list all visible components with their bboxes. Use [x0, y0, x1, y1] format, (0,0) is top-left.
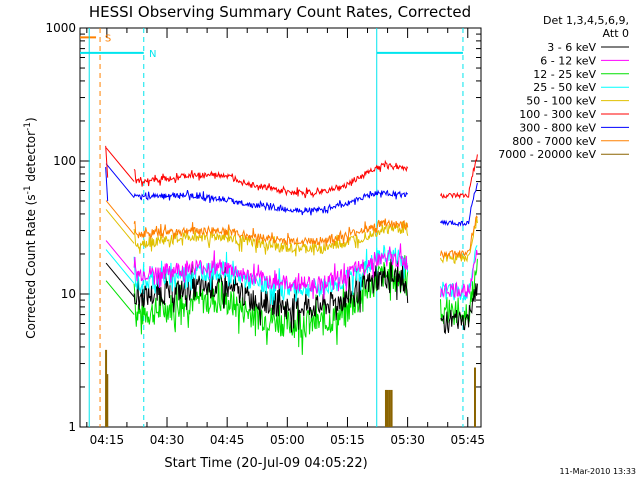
series-line-tail: [440, 245, 478, 301]
series-edge-left: [105, 249, 135, 284]
series-line-tail: [440, 154, 478, 200]
legend-header-1: Det 1,3,4,5,6,9,: [543, 14, 629, 27]
series-edge-left: [105, 200, 135, 235]
legend-label: 100 - 300 keV: [519, 108, 596, 121]
legend-label: 25 - 50 keV: [533, 81, 596, 94]
y-axis-label-sup1: -1: [23, 185, 33, 194]
y-axis: 1 10 100 1000: [45, 21, 481, 434]
series-line-tail: [440, 215, 478, 260]
y-tick-label: 10: [61, 287, 76, 301]
series-line-100-300keV: [133, 159, 409, 199]
series-line-800-7000keV: [133, 218, 409, 247]
flags-layer: SN: [80, 28, 464, 427]
series-edge-left: [105, 163, 135, 198]
series-edge-left: [105, 240, 135, 275]
y-axis-label: Corrected Count Rate (s-1 detector-1): [23, 117, 38, 338]
legend-label: 3 - 6 keV: [547, 41, 596, 54]
legend-label: 7000 - 20000 keV: [498, 148, 596, 161]
x-tick-label: 05:15: [330, 433, 365, 447]
series-edge-left: [105, 280, 135, 315]
y-axis-label-main: Corrected Count Rate (s: [24, 194, 38, 338]
x-axis: 04:15 04:30 04:45 05:00 05:15 05:30 05:45: [86, 28, 485, 447]
plot-area: [79, 27, 482, 428]
series-layer: [105, 145, 478, 427]
y-tick-label: 1000: [45, 21, 76, 35]
legend-label: 300 - 800 keV: [519, 121, 596, 134]
x-tick-label: 04:45: [210, 433, 245, 447]
y-tick-label: 1: [68, 420, 76, 434]
y-axis-label-sup2: -1: [23, 122, 33, 131]
saa-flag-label: S: [105, 33, 111, 44]
series-line-tail: [440, 182, 478, 228]
series-line-50-100keV: [133, 221, 409, 257]
series-line-tail: [440, 249, 478, 299]
x-tick-label: 04:15: [90, 433, 125, 447]
series-edge-left: [105, 262, 135, 298]
legend-label: 800 - 7000 keV: [512, 135, 596, 148]
legend-label: 12 - 25 keV: [533, 68, 596, 81]
series-spike: [105, 145, 109, 178]
series-edge-left: [105, 147, 135, 182]
x-tick-label: 05:45: [450, 433, 485, 447]
series-line-12-25keV: [133, 255, 409, 355]
series-spike: [105, 167, 109, 202]
x-tick-label: 05:00: [270, 433, 305, 447]
series-line-tail: [440, 215, 478, 265]
legend-label: 50 - 100 keV: [526, 95, 596, 108]
series-line-tail: [440, 283, 478, 335]
x-tick-label: 04:30: [150, 433, 185, 447]
x-axis-label: Start Time (20-Jul-09 04:05:22): [164, 456, 367, 471]
chart-title: HESSI Observing Summary Count Rates, Cor…: [89, 3, 471, 21]
series-edge-left: [105, 209, 135, 244]
plot-border: [79, 27, 482, 428]
timestamp: 11-Mar-2010 13:33: [560, 467, 637, 476]
legend-header-2: Att 0: [603, 27, 629, 40]
series-line-300-800keV: [133, 189, 409, 216]
x-tick-label: 05:30: [390, 433, 425, 447]
legend-label: 6 - 12 keV: [540, 54, 596, 67]
y-axis-label-end: ): [24, 117, 38, 122]
series-line-6-12keV: [133, 243, 409, 300]
night-flag-label: N: [149, 49, 156, 60]
y-tick-label: 100: [53, 154, 76, 168]
y-axis-label-mid: detector: [24, 131, 38, 186]
